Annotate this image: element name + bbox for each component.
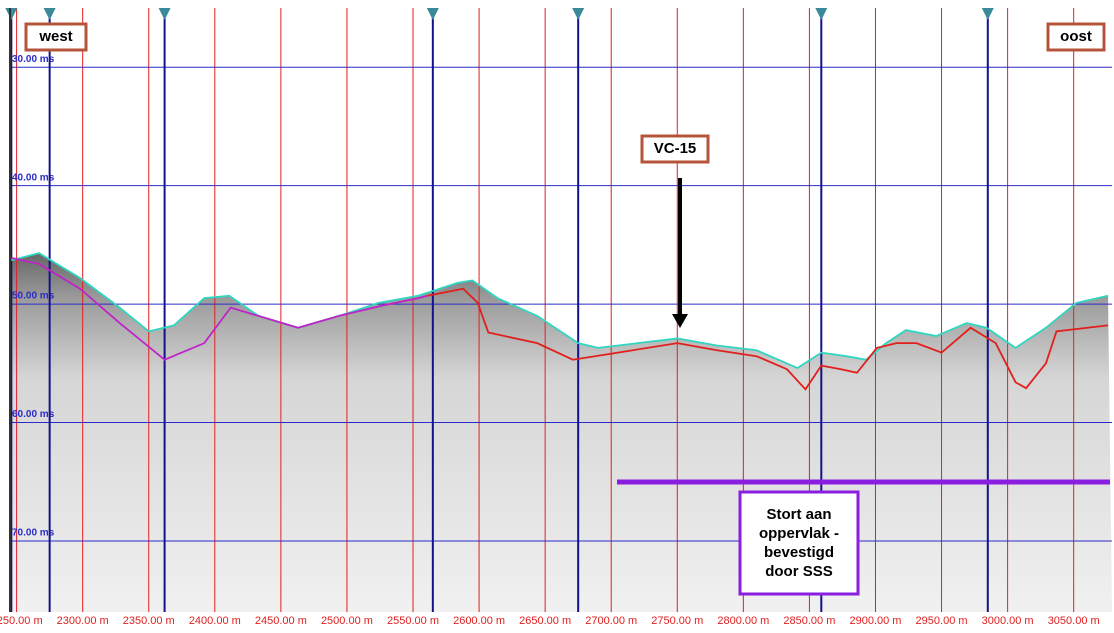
y-tick-label: 30.00 ms <box>12 54 55 65</box>
x-tick-label: 2550.00 m <box>387 615 439 627</box>
y-tick-label: 40.00 ms <box>12 172 55 183</box>
y-tick-label: 50.00 ms <box>12 291 55 302</box>
x-tick-label: 2850.00 m <box>783 615 835 627</box>
vc-label: VC-15 <box>654 140 697 157</box>
x-tick-label: 2250.00 m <box>0 615 43 627</box>
x-tick-label: 2800.00 m <box>717 615 769 627</box>
x-tick-label: 3050.00 m <box>1048 615 1100 627</box>
x-tick-label: 2450.00 m <box>255 615 307 627</box>
x-tick-label: 2700.00 m <box>585 615 637 627</box>
x-tick-label: 2950.00 m <box>916 615 968 627</box>
chart: 2250.00 m 2300.00 m 2350.00 m 2400.00 m 2450… <box>0 0 1114 628</box>
stort-label: bevestigd <box>764 544 834 561</box>
x-tick-label: 2750.00 m <box>651 615 703 627</box>
x-tick-label: 2900.00 m <box>849 615 901 627</box>
x-tick-label: 2300.00 m <box>57 615 109 627</box>
y-tick-label: 70.00 ms <box>12 528 55 539</box>
x-tick-label: 2650.00 m <box>519 615 571 627</box>
west-label: west <box>38 28 72 45</box>
x-tick-label: 2350.00 m <box>123 615 175 627</box>
x-tick-label: 2400.00 m <box>189 615 241 627</box>
oost-label: oost <box>1060 28 1092 45</box>
x-tick-label: 2500.00 m <box>321 615 373 627</box>
x-tick-label: 2600.00 m <box>453 615 505 627</box>
stort-label: Stort aan <box>766 506 831 523</box>
stort-label: oppervlak - <box>759 525 839 542</box>
x-tick-label: 3000.00 m <box>982 615 1034 627</box>
y-tick-label: 60.00 ms <box>12 409 55 420</box>
stort-label: door SSS <box>765 563 833 580</box>
